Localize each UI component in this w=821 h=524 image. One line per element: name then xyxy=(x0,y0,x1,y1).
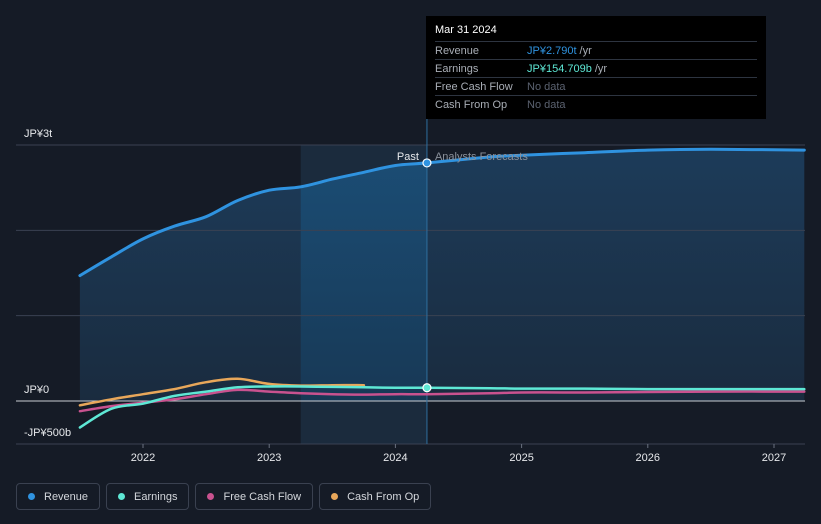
revenue-marker xyxy=(422,158,432,168)
x-tick-label: 2023 xyxy=(257,452,281,464)
y-tick-label: JP¥3t xyxy=(24,128,52,140)
legend: Revenue Earnings Free Cash Flow Cash Fro… xyxy=(16,483,432,510)
revenue-dot-icon xyxy=(28,493,35,500)
legend-label: Cash From Op xyxy=(347,490,420,503)
revenue-area xyxy=(79,149,805,401)
x-tick-label: 2025 xyxy=(509,452,533,464)
forecast-label: Analysts Forecasts xyxy=(435,151,528,163)
x-tick-label: 2024 xyxy=(383,452,407,464)
tooltip-unit: /yr xyxy=(594,62,608,75)
x-tick-label: 2026 xyxy=(636,452,660,464)
legend-item-cash-from-op[interactable]: Cash From Op xyxy=(319,483,432,510)
cash-from-op-dot-icon xyxy=(331,493,339,500)
earnings-line xyxy=(78,385,806,429)
legend-label: Free Cash Flow xyxy=(223,490,302,503)
legend-label: Earnings xyxy=(134,490,178,503)
tooltip-label: Cash From Op xyxy=(435,98,508,111)
x-tick-label: 2027 xyxy=(762,452,786,464)
tooltip-label: Revenue xyxy=(435,44,480,57)
legend-item-revenue[interactable]: Revenue xyxy=(16,483,101,510)
tooltip-value: JP¥2.790t xyxy=(527,44,577,57)
tooltip-row-earnings: Earnings JP¥154.709b/yr xyxy=(435,59,757,77)
tooltip-label: Free Cash Flow xyxy=(435,80,513,93)
legend-label: Revenue xyxy=(44,490,89,503)
tooltip-unit: /yr xyxy=(579,44,592,57)
tooltip-row-free-cash-flow: Free Cash Flow No data xyxy=(435,77,757,95)
y-tick-label: -JP¥500b xyxy=(24,427,71,439)
free-cash-flow-dot-icon xyxy=(207,493,215,500)
tooltip-value: No data xyxy=(527,80,566,93)
x-tick-label: 2022 xyxy=(131,452,155,464)
legend-item-free-cash-flow[interactable]: Free Cash Flow xyxy=(195,483,314,510)
past-label: Past xyxy=(397,151,419,163)
earnings-marker xyxy=(422,383,432,393)
tooltip-date: Mar 31 2024 xyxy=(435,24,497,36)
legend-item-earnings[interactable]: Earnings xyxy=(106,483,190,510)
tooltip-value: JP¥154.709b xyxy=(527,62,592,75)
tooltip-label: Earnings xyxy=(435,62,479,75)
tooltip-row-cash-from-op: Cash From Op No data xyxy=(435,95,757,113)
earnings-dot-icon xyxy=(118,493,126,500)
revenue-area-past-highlight xyxy=(300,162,427,401)
free-cash-flow-line xyxy=(78,388,806,413)
tooltip-value: No data xyxy=(527,98,566,111)
tooltip-row-revenue: Revenue JP¥2.790t/yr xyxy=(435,41,757,59)
revenue-line xyxy=(78,147,806,278)
tooltip: Mar 31 2024 Revenue JP¥2.790t/yr Earning… xyxy=(426,16,766,119)
y-tick-label: JP¥0 xyxy=(24,384,49,396)
